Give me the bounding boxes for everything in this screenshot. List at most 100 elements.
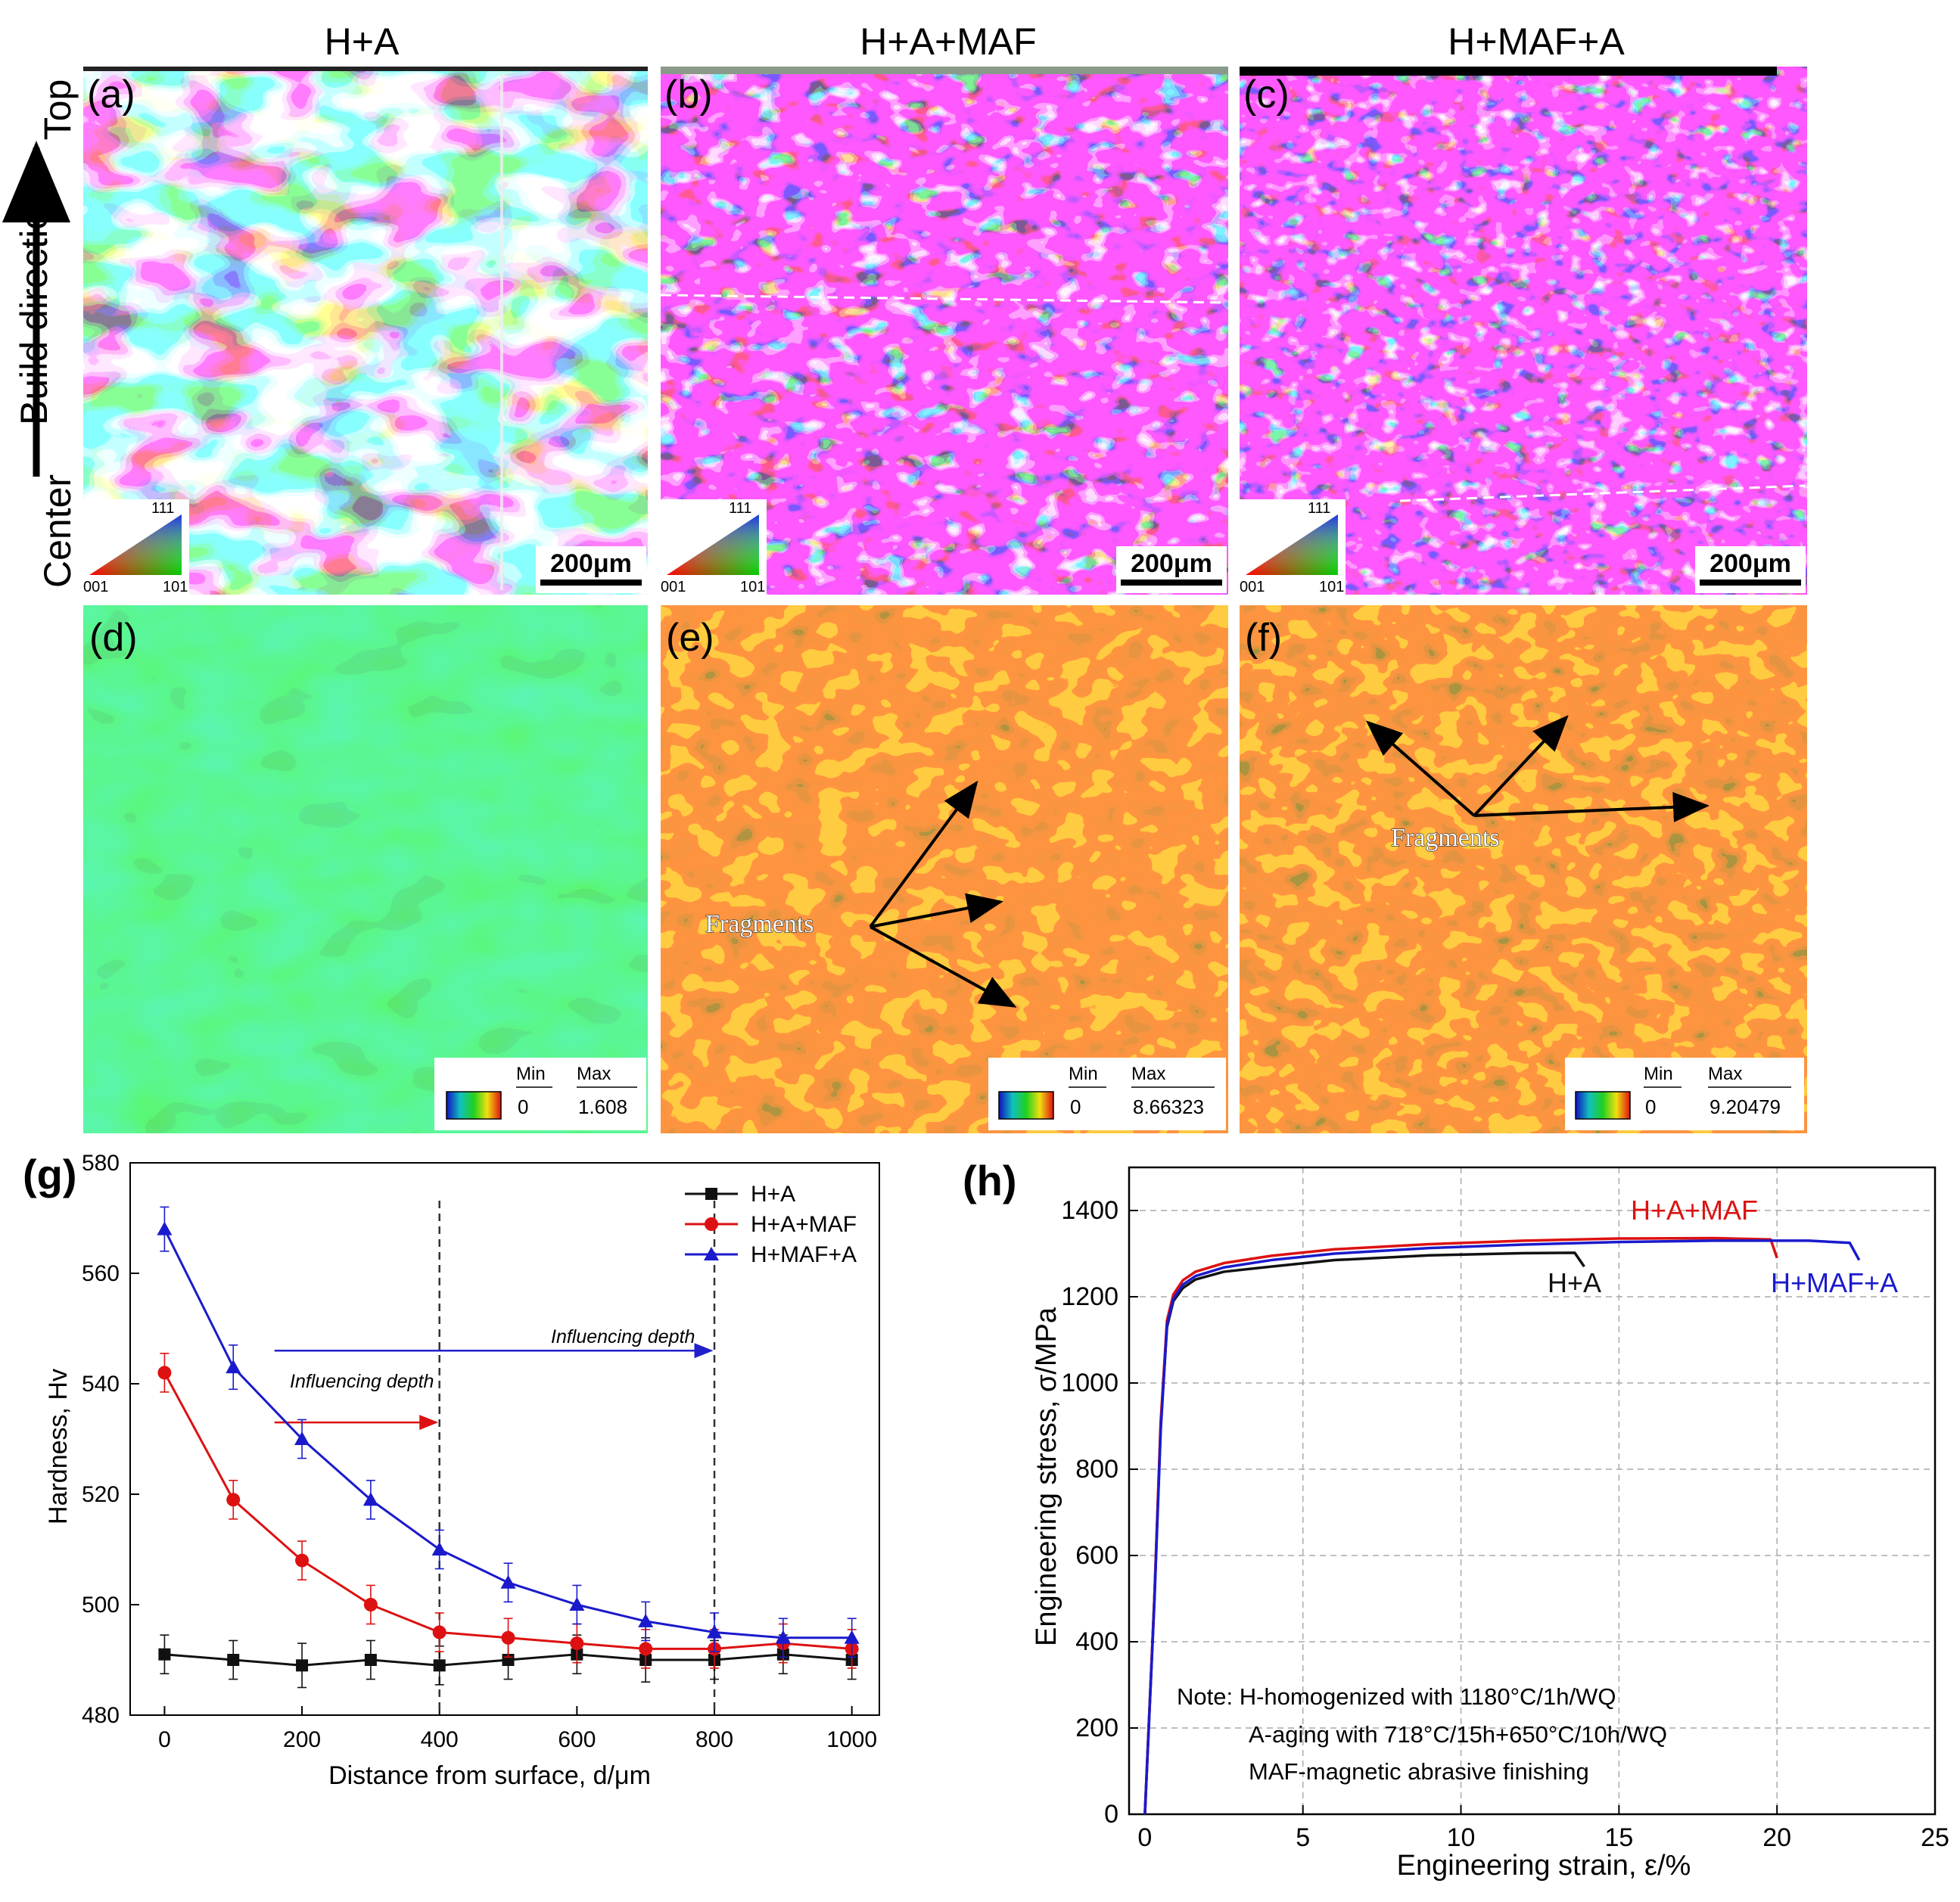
surface-edge-b (661, 67, 1228, 74)
svg-text:111: 111 (151, 500, 174, 517)
svg-text:Max: Max (1131, 1064, 1165, 1084)
depth-line-c (1399, 484, 1806, 502)
data-point-hmafa (569, 1597, 585, 1611)
svg-text:1.608: 1.608 (578, 1096, 627, 1118)
ebsd-panel-c: (c) 111 001 101 200μm (1240, 67, 1807, 595)
svg-text:Min: Min (1069, 1064, 1098, 1084)
data-point-hmafa (157, 1221, 173, 1235)
x-tick-label: 0 (158, 1727, 171, 1752)
kam-panel-f: (f) Fragments Min Max 0 9.20479 (1240, 605, 1807, 1133)
legend-label-ha: H+A (751, 1182, 795, 1207)
data-point-ha (227, 1654, 240, 1666)
panel-label-f: (f) (1245, 616, 1282, 660)
y-tick-label: 580 (82, 1151, 120, 1176)
top-label: Top (36, 79, 79, 141)
x-tick-label: 10 (1447, 1823, 1476, 1852)
fragments-annotation-e: Fragments (705, 780, 1017, 1008)
kam-map-d (83, 605, 648, 1133)
svg-text:101: 101 (1319, 579, 1344, 595)
curve-label-hmafa: H+MAF+A (1771, 1267, 1898, 1298)
hardness-legend: H+A H+A+MAF H+MAF+A (685, 1182, 857, 1267)
surface-edge-c (1240, 67, 1777, 76)
svg-text:101: 101 (740, 579, 765, 595)
y-tick-label: 500 (82, 1593, 120, 1618)
svg-text:8.66323: 8.66323 (1133, 1096, 1204, 1118)
panel-label-c: (c) (1243, 73, 1290, 117)
y-tick-label: 200 (1075, 1714, 1118, 1742)
kam-legend-e: Min Max 0 8.66323 (988, 1058, 1226, 1130)
legend-label-hmafa: H+MAF+A (751, 1242, 857, 1267)
note-line-1: Note: H-homogenized with 1180°C/1h/WQ (1177, 1683, 1616, 1710)
data-point-hamaf (501, 1630, 515, 1645)
x-tick-label: 1000 (826, 1727, 877, 1752)
surface-edge-a (83, 67, 648, 71)
data-point-hmafa (226, 1360, 241, 1374)
data-point-ha (158, 1648, 171, 1661)
svg-text:9.20479: 9.20479 (1710, 1096, 1781, 1118)
x-tick-label: 600 (558, 1727, 596, 1752)
y-tick-label: 540 (82, 1372, 120, 1397)
kam-map-f (1240, 605, 1807, 1133)
data-point-hmafa (294, 1431, 310, 1445)
x-tick-label: 200 (283, 1727, 321, 1752)
data-point-ha (364, 1654, 377, 1666)
svg-text:Max: Max (577, 1064, 611, 1084)
panel-label-h: (h) (963, 1157, 1017, 1204)
y-tick-label: 1000 (1061, 1369, 1118, 1397)
ipf-legend-c: 111 001 101 (1240, 499, 1346, 595)
data-point-hmafa (844, 1630, 860, 1644)
column-title-ha: H+A (325, 20, 400, 63)
svg-text:0: 0 (1070, 1096, 1081, 1118)
scale-bar-a: 200μm (536, 546, 646, 593)
fragments-label-e: Fragments (705, 910, 814, 938)
data-point-ha (433, 1659, 446, 1672)
svg-text:200μm: 200μm (1710, 549, 1791, 578)
series-line-hamaf (163, 1372, 852, 1650)
data-point-hmafa (638, 1613, 654, 1627)
ipf-legend-b: 111 001 101 (661, 499, 767, 595)
column-title-hamaf: H+A+MAF (860, 20, 1036, 63)
data-point-hamaf (226, 1493, 241, 1507)
y-tick-label: 480 (82, 1703, 120, 1728)
data-point-hamaf (639, 1642, 653, 1656)
build-direction-label: Top Build direction Center (2, 79, 79, 588)
data-point-hamaf (432, 1625, 446, 1639)
svg-text:001: 001 (1240, 579, 1265, 595)
kam-panel-e: (e) Fragments Min Max 0 8.66323 (661, 605, 1228, 1133)
data-point-hmafa (431, 1542, 447, 1555)
hardness-chart-xlabel: Distance from surface, d/μm (328, 1761, 651, 1790)
svg-text:200μm: 200μm (1131, 549, 1212, 578)
ipf-legend-a: 111 001 101 (83, 499, 189, 595)
y-tick-label: 1400 (1061, 1196, 1118, 1225)
kam-map-e (661, 605, 1228, 1133)
panel-label-b: (b) (664, 73, 713, 117)
x-tick-label: 0 (1137, 1823, 1152, 1852)
svg-text:200μm: 200μm (550, 549, 632, 578)
depth-line-b (660, 294, 1227, 304)
column-title-hmafa: H+MAF+A (1448, 20, 1625, 63)
fragments-label-f: Fragments (1391, 824, 1500, 852)
ebsd-panel-b: (b) 111 001 101 200μm (660, 67, 1228, 595)
y-tick-label: 0 (1104, 1800, 1118, 1829)
x-tick-label: 800 (695, 1727, 733, 1752)
curve-label-hamaf: H+A+MAF (1631, 1195, 1758, 1226)
x-tick-label: 25 (1921, 1823, 1949, 1852)
svg-text:0: 0 (1645, 1096, 1656, 1118)
y-tick-label: 560 (82, 1261, 120, 1286)
y-tick-label: 520 (82, 1482, 120, 1507)
data-point-ha (296, 1659, 309, 1672)
panel-label-e: (e) (666, 616, 714, 660)
svg-text:Min: Min (516, 1064, 546, 1084)
svg-text:111: 111 (1308, 500, 1330, 517)
hardness-chart-ylabel: Hardness, Hv (44, 1369, 73, 1524)
build-direction-text: Build direction (13, 188, 55, 425)
svg-text:001: 001 (661, 579, 686, 595)
data-point-hamaf (295, 1553, 310, 1568)
panel-label-g: (g) (23, 1151, 77, 1198)
x-tick-label: 400 (421, 1727, 459, 1752)
y-tick-label: 400 (1075, 1627, 1118, 1656)
data-point-hmafa (362, 1492, 378, 1506)
y-tick-label: 1200 (1061, 1282, 1118, 1311)
x-tick-label: 15 (1604, 1823, 1633, 1852)
